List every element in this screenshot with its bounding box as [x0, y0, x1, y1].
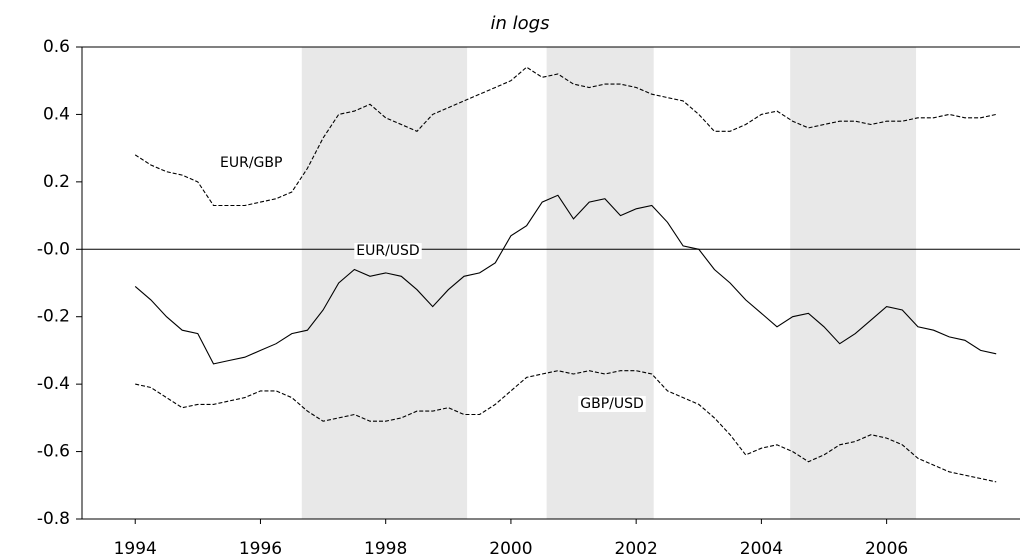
y-tick-label: 0.4 [43, 104, 70, 124]
y-tick-label: -0.6 [37, 442, 70, 462]
series-line [135, 370, 997, 483]
x-tick-label: 1996 [239, 539, 282, 559]
shaded-period [546, 47, 654, 519]
y-tick-label: -0.2 [37, 307, 70, 327]
shaded-period [790, 47, 917, 519]
series-label: EUR/GBP [220, 155, 282, 171]
x-tick-label: 2004 [740, 539, 783, 559]
y-tick-label: -0.0 [37, 239, 70, 259]
y-tick-label: 0.2 [43, 172, 70, 192]
series-label-bg [218, 155, 285, 171]
chart-title: in logs [491, 13, 550, 34]
series-label-bg [354, 243, 422, 259]
series-line [134, 194, 997, 365]
y-tick-label: -0.8 [37, 509, 70, 529]
series-label: GBP/USD [580, 396, 644, 412]
series-label: EUR/USD [356, 243, 419, 259]
shaded-period [301, 47, 468, 519]
x-tick-label: 1998 [364, 539, 407, 559]
series-label-bg [578, 396, 646, 412]
x-tick-label: 2006 [865, 539, 908, 559]
x-tick-label: 2000 [489, 539, 532, 559]
y-tick-label: 0.6 [43, 37, 70, 57]
x-tick-label: 1994 [114, 539, 157, 559]
y-tick-label: -0.4 [37, 374, 70, 394]
series-line [134, 66, 997, 207]
x-tick-label: 2002 [615, 539, 658, 559]
